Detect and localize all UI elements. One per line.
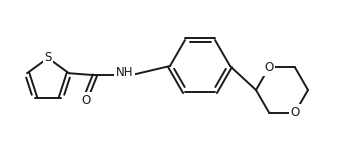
Text: S: S (44, 51, 52, 64)
Text: O: O (290, 106, 300, 119)
Text: NH: NH (116, 66, 134, 79)
Text: O: O (81, 94, 90, 107)
Text: O: O (264, 61, 274, 74)
